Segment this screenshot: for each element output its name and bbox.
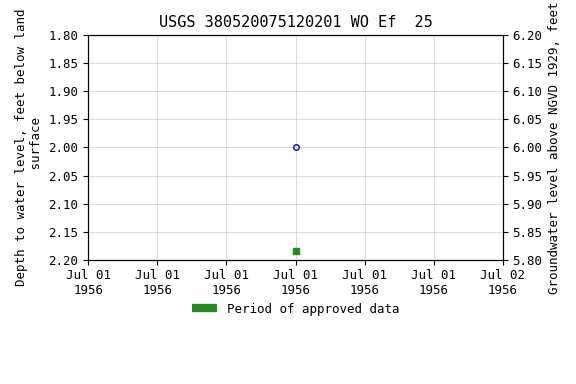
Y-axis label: Depth to water level, feet below land
 surface: Depth to water level, feet below land su… — [15, 9, 43, 286]
Y-axis label: Groundwater level above NGVD 1929, feet: Groundwater level above NGVD 1929, feet — [548, 1, 561, 294]
Title: USGS 380520075120201 WO Ef  25: USGS 380520075120201 WO Ef 25 — [158, 15, 433, 30]
Legend: Period of approved data: Period of approved data — [187, 298, 404, 321]
